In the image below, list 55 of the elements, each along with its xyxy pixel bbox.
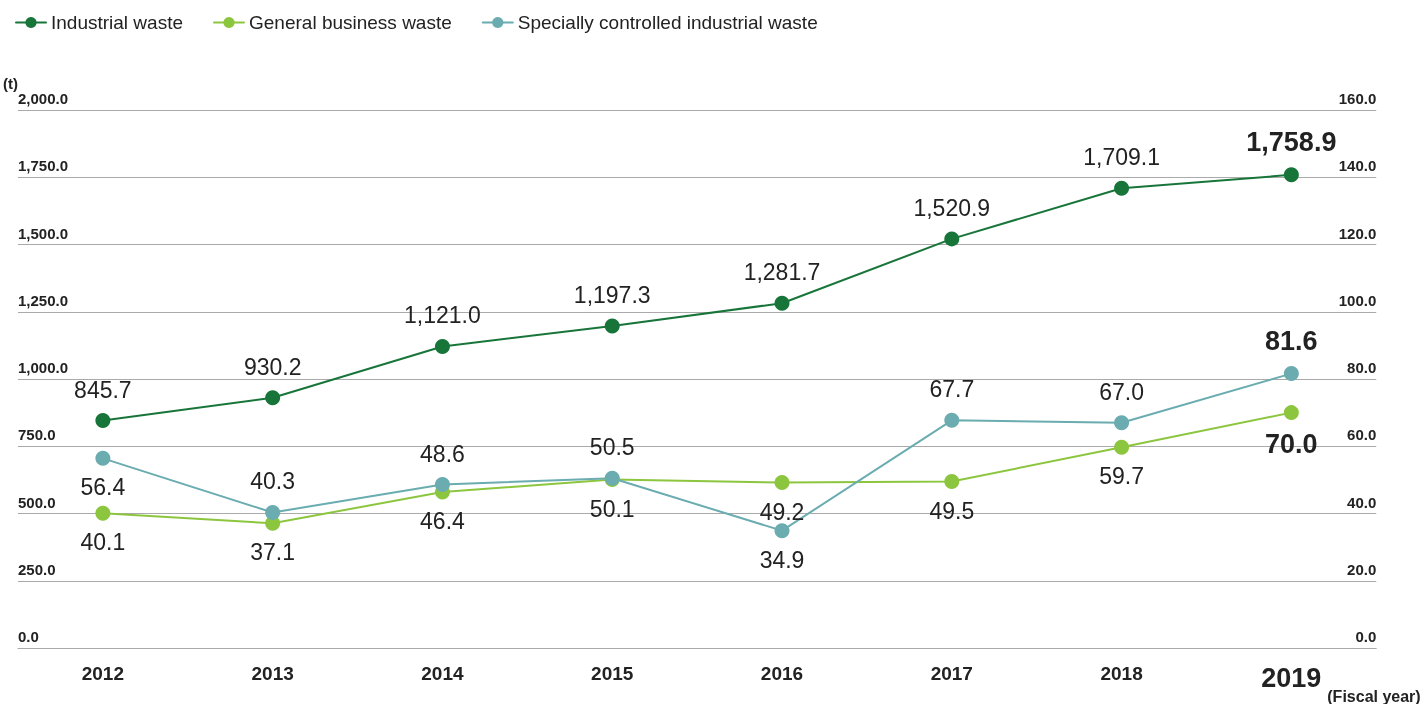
data-label: 1,709.1 [1083,144,1160,171]
y-tick-label: 500.0 [17,493,56,511]
data-label: 46.4 [420,507,466,534]
data-label: 34.9 [759,546,805,573]
legend-label: General business waste [249,12,452,33]
data-label: 49.5 [929,497,975,524]
x-tick-label: 2019 [1261,662,1322,693]
data-label: 70.0 [1265,428,1318,459]
data-label: 59.7 [1099,463,1144,490]
y-tick-label: 1,750.0 [17,157,69,175]
y2-tick-label: 160.0 [1338,90,1377,107]
data-label: 1,281.7 [743,259,821,286]
data-label: 50.5 [589,434,635,461]
y2-tick-label: 80.0 [1347,359,1377,376]
data-label: 845.7 [74,376,132,403]
y2-tick-label: 60.0 [1347,426,1377,444]
y-axis-title: (t) [2,75,18,93]
data-label: 67.7 [929,376,975,403]
x-tick-label: 2017 [930,663,973,684]
data-label: 1,197.3 [573,281,651,308]
y-tick-label: 0.0 [17,628,39,645]
x-axis-title: (Fiscal year) [1327,687,1421,704]
x-tick-label: 2018 [1100,663,1143,684]
y-tick-label: 250.0 [17,560,56,578]
data-label: 1,121.0 [404,302,481,329]
y2-tick-label: 40.0 [1347,493,1377,511]
x-tick-label: 2013 [251,663,294,684]
data-label: 81.6 [1265,325,1318,356]
data-label: 56.4 [80,474,126,501]
x-tick-label: 2015 [591,663,634,684]
y-tick-label: 1,500.0 [17,224,69,242]
x-tick-label: 2016 [760,663,804,684]
y-tick-label: 1,000.0 [17,359,69,376]
x-tick-label: 2012 [81,663,125,684]
data-label: 67.0 [1099,378,1144,405]
y2-tick-label: 100.0 [1338,291,1377,309]
data-label: 49.2 [759,498,805,525]
data-label: 50.1 [589,495,635,522]
y-tick-label: 1,250.0 [17,291,69,309]
data-label: 930.2 [243,353,302,380]
data-label: 48.6 [420,440,465,467]
data-label: 40.3 [250,468,296,495]
y2-tick-label: 20.0 [1347,560,1377,578]
x-tick-label: 2014 [421,663,464,684]
y-tick-label: 750.0 [17,426,56,444]
y-tick-label: 2,000.0 [17,90,69,107]
y2-tick-label: 0.0 [1355,628,1377,645]
y2-tick-label: 120.0 [1338,224,1377,242]
y2-tick-label: 140.0 [1338,157,1377,175]
data-label: 40.1 [80,529,126,556]
legend-label: Industrial waste [51,12,184,33]
legend-label: Specially controlled industrial waste [517,12,818,33]
data-label: 37.1 [250,539,296,566]
data-label: 1,758.9 [1246,126,1337,157]
data-label: 1,520.9 [913,194,991,221]
